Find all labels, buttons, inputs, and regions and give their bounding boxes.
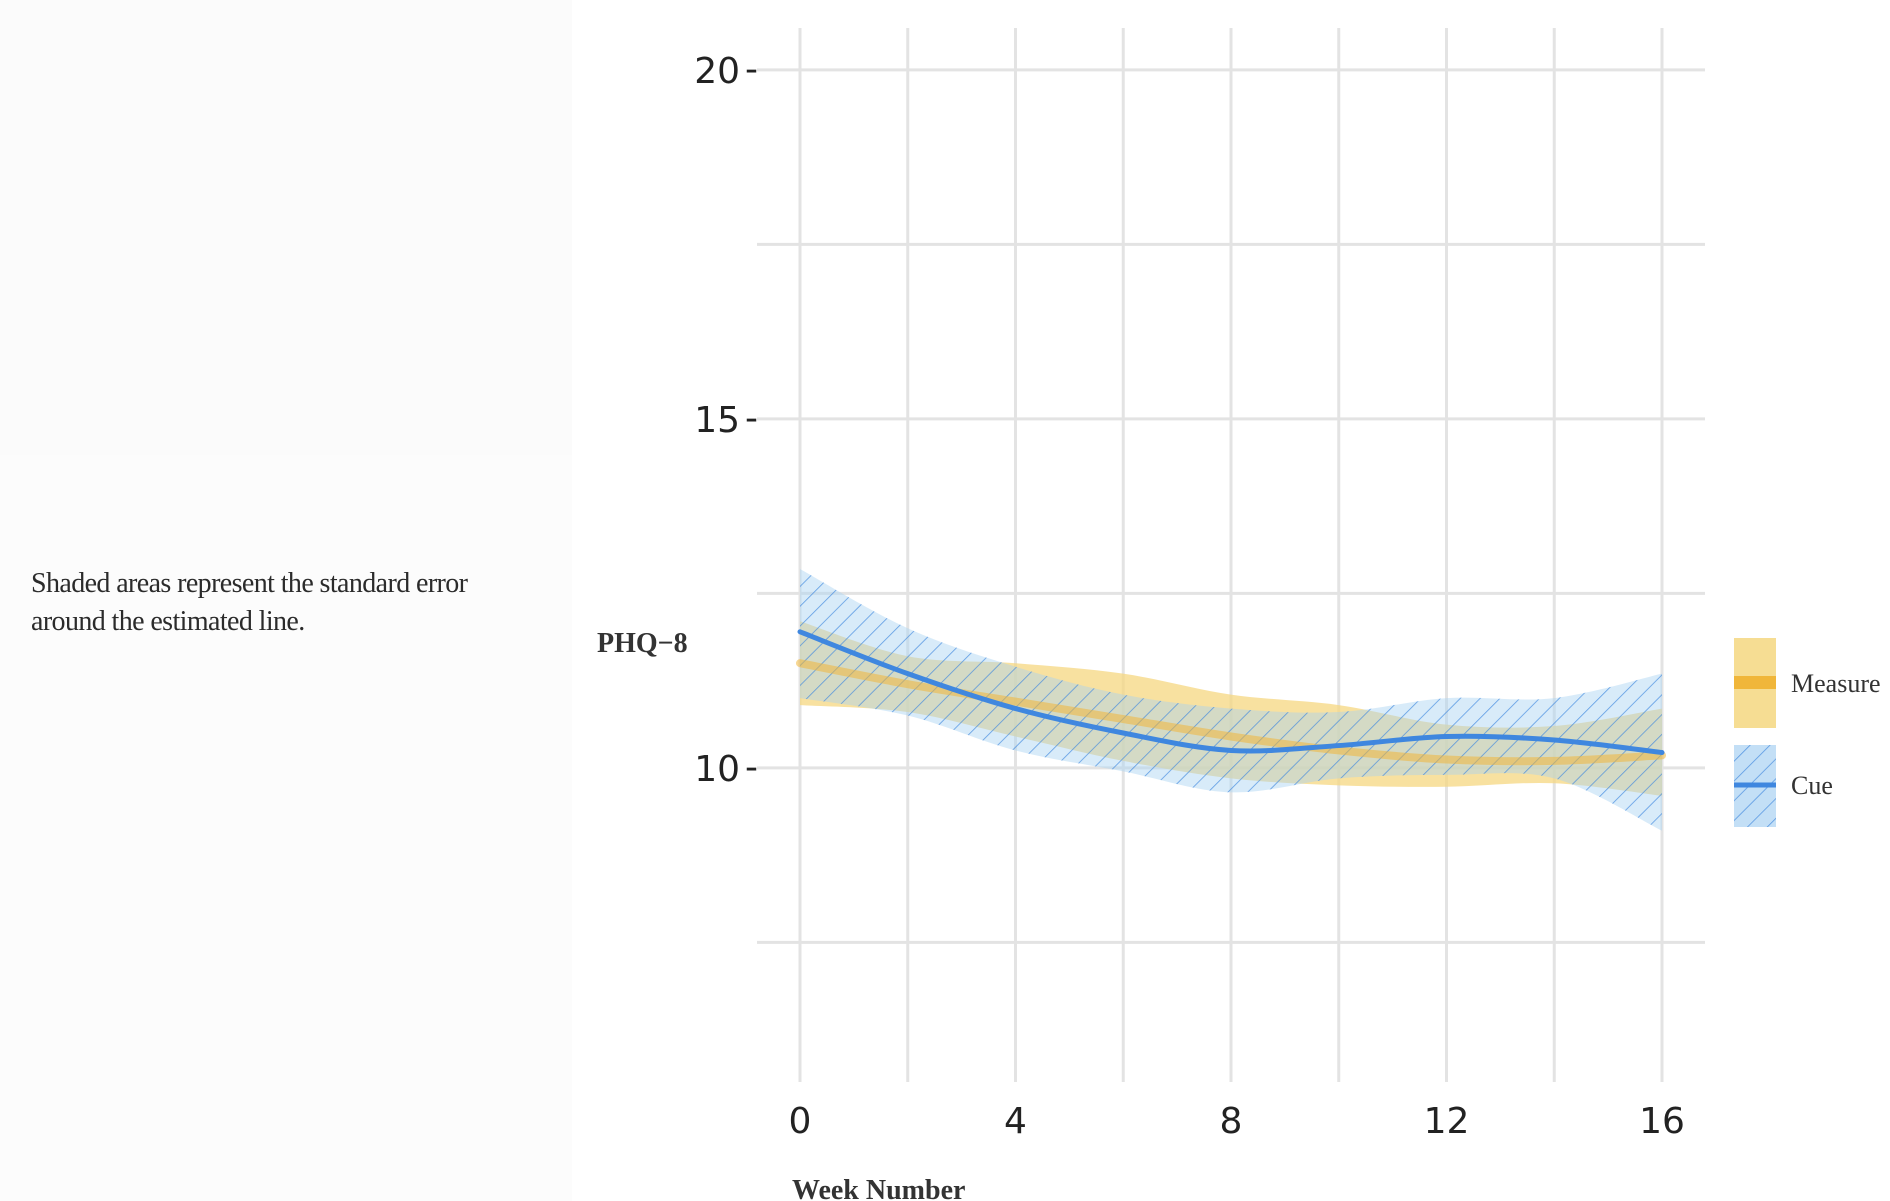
series-lines xyxy=(796,629,1666,766)
x-tick-label-0: 0 xyxy=(789,1101,812,1142)
cue-error-band-hatch xyxy=(800,568,1662,831)
legend-label-cue: Cue xyxy=(1791,771,1833,800)
y-tick-label-15: 15 xyxy=(694,400,740,441)
line-measure xyxy=(796,659,1666,766)
y-tick-mark-10: - xyxy=(745,747,758,788)
error-bands xyxy=(800,568,1662,831)
x-tick-label-8: 8 xyxy=(1220,1101,1243,1142)
x-tick-label-4: 4 xyxy=(1004,1101,1027,1142)
caption-note: Shaded areas represent the standard erro… xyxy=(31,565,551,641)
left-panel xyxy=(0,455,572,1201)
x-axis-title: Week Number xyxy=(792,1175,965,1201)
line-cue xyxy=(797,629,1665,756)
y-tick-label-10: 10 xyxy=(694,749,740,790)
legend-key-measure-line xyxy=(1734,676,1776,689)
legend-label-measure: Measure xyxy=(1791,669,1881,698)
legend: Measure Cue xyxy=(1734,638,1881,827)
x-tick-label-16: 16 xyxy=(1639,1101,1685,1142)
x-tick-label-12: 12 xyxy=(1424,1101,1470,1142)
y-tick-label-20: 20 xyxy=(694,51,740,92)
y-axis-title: PHQ−8 xyxy=(597,628,688,659)
y-tick-mark-20: - xyxy=(745,49,758,90)
caption-line-1: Shaded areas represent the standard erro… xyxy=(31,568,468,599)
y-tick-mark-15: - xyxy=(745,398,758,439)
caption-line-2: around the estimated line. xyxy=(31,606,305,637)
